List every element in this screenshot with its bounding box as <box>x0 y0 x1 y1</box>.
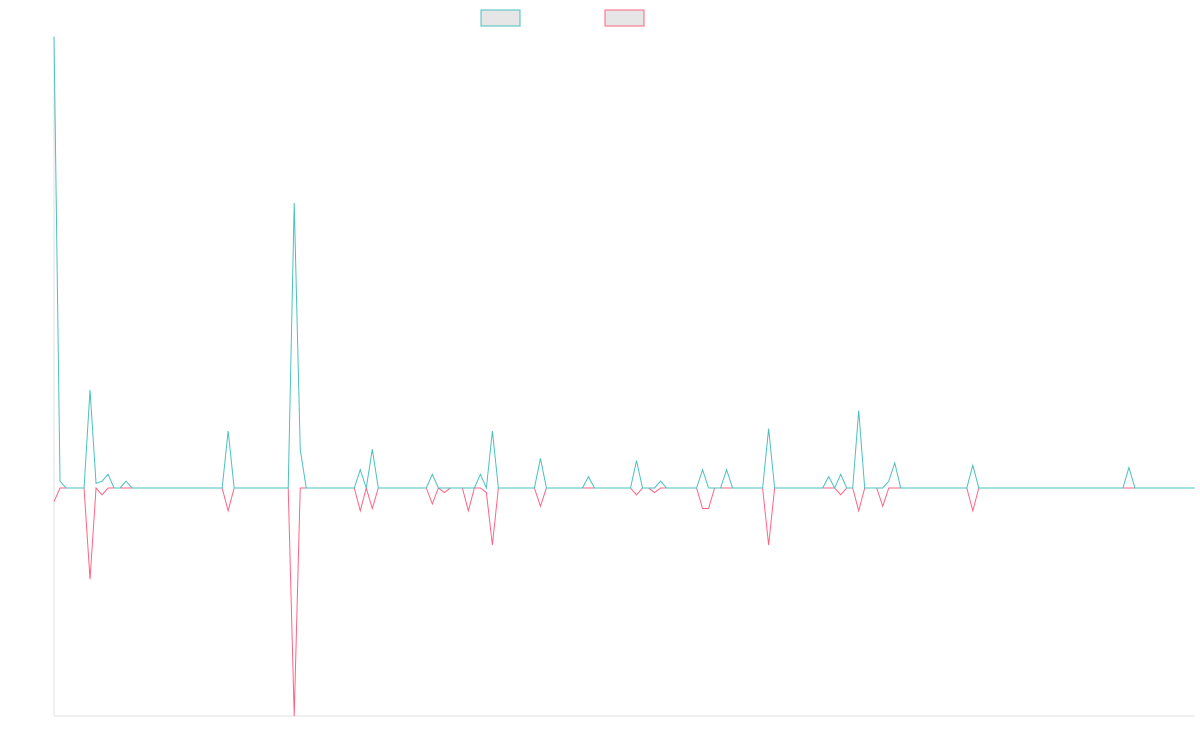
series-line <box>53 486 1195 717</box>
legend-swatch[interactable] <box>604 9 645 27</box>
series-line <box>53 36 1195 490</box>
legend-swatch[interactable] <box>480 9 521 27</box>
